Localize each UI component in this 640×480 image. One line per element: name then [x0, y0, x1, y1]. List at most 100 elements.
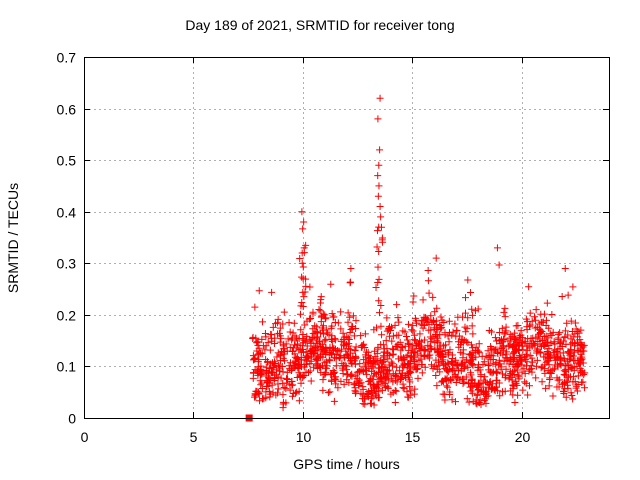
- data-point: [531, 341, 539, 349]
- data-point: [558, 380, 566, 388]
- data-point: [526, 309, 534, 317]
- data-point: [376, 94, 384, 102]
- data-point: [444, 359, 452, 367]
- data-point: [297, 326, 305, 334]
- data-point: [288, 381, 296, 389]
- data-point: [332, 362, 340, 370]
- x-tick-label: 0: [81, 429, 89, 445]
- data-point: [375, 297, 383, 305]
- data-point: [467, 288, 475, 296]
- data-point: [256, 377, 264, 385]
- data-point: [349, 312, 357, 320]
- data-point: [369, 364, 377, 372]
- data-point: [468, 322, 476, 330]
- x-axis-label: GPS time / hours: [293, 456, 400, 472]
- data-point: [404, 320, 412, 328]
- data-point: [404, 393, 412, 401]
- data-point: [289, 344, 297, 352]
- data-point: [437, 342, 445, 350]
- data-point: [321, 359, 329, 367]
- data-point: [401, 361, 409, 369]
- data-point: [409, 298, 417, 306]
- data-point: [298, 259, 306, 267]
- data-point: [474, 361, 482, 369]
- data-point: [424, 266, 432, 274]
- data-point: [316, 307, 324, 315]
- data-point: [405, 368, 413, 376]
- data-point: [511, 329, 519, 337]
- data-point: [299, 263, 307, 271]
- data-point: [438, 348, 446, 356]
- data-point: [319, 310, 327, 318]
- data-point: [431, 308, 439, 316]
- data-point: [563, 319, 571, 327]
- data-point: [295, 397, 303, 405]
- data-point: [249, 352, 257, 360]
- data-point: [499, 370, 507, 378]
- data-point: [374, 263, 382, 271]
- data-point: [337, 325, 345, 333]
- data-point: [509, 368, 517, 376]
- data-point: [376, 146, 384, 154]
- data-point: [317, 351, 325, 359]
- data-point: [358, 342, 366, 350]
- data-point: [398, 369, 406, 377]
- data-point: [384, 370, 392, 378]
- data-point: [502, 371, 510, 379]
- data-point: [361, 330, 369, 338]
- data-point: [395, 355, 403, 363]
- data-point: [353, 368, 361, 376]
- data-point: [419, 296, 427, 304]
- data-point: [556, 339, 564, 347]
- data-point: [330, 397, 338, 405]
- data-point: [268, 337, 276, 345]
- data-point: [528, 365, 536, 373]
- data-point: [538, 363, 546, 371]
- data-point: [566, 355, 574, 363]
- data-point: [404, 351, 412, 359]
- data-point: [560, 367, 568, 375]
- data-point: [475, 399, 483, 407]
- data-point: [516, 334, 524, 342]
- data-point: [373, 350, 381, 358]
- data-point: [393, 301, 401, 309]
- data-point: [383, 314, 391, 322]
- data-point: [545, 382, 553, 390]
- data-point: [575, 329, 583, 337]
- data-point: [480, 376, 488, 384]
- data-point: [359, 366, 367, 374]
- data-point: [471, 346, 479, 354]
- data-point: [280, 384, 288, 392]
- data-point: [512, 335, 520, 343]
- data-point: [462, 309, 469, 317]
- data-point: [364, 354, 372, 362]
- data-point: [469, 330, 477, 338]
- data-point: [256, 397, 264, 405]
- data-point: [448, 331, 456, 339]
- data-point: [273, 353, 281, 361]
- data-point: [351, 347, 359, 355]
- data-point: [558, 292, 566, 300]
- data-point: [433, 332, 441, 340]
- data-point: [512, 346, 520, 354]
- data-point: [305, 354, 313, 362]
- data-point: [389, 389, 397, 397]
- data-point: [375, 182, 383, 190]
- data-point: [444, 383, 452, 391]
- data-points: [245, 94, 589, 422]
- data-point: [509, 350, 517, 358]
- data-point: [346, 349, 354, 357]
- data-point: [469, 361, 477, 369]
- data-point: [572, 384, 580, 392]
- data-point: [496, 349, 504, 357]
- data-point: [327, 351, 335, 359]
- data-point: [439, 378, 447, 386]
- data-point: [493, 337, 501, 345]
- data-point: [510, 334, 518, 342]
- x-tick-label: 20: [515, 429, 531, 445]
- data-point: [553, 383, 561, 391]
- chart-title: Day 189 of 2021, SRMTID for receiver ton…: [185, 17, 455, 33]
- data-point: [473, 390, 481, 398]
- data-point: [302, 282, 310, 290]
- data-point: [297, 360, 305, 368]
